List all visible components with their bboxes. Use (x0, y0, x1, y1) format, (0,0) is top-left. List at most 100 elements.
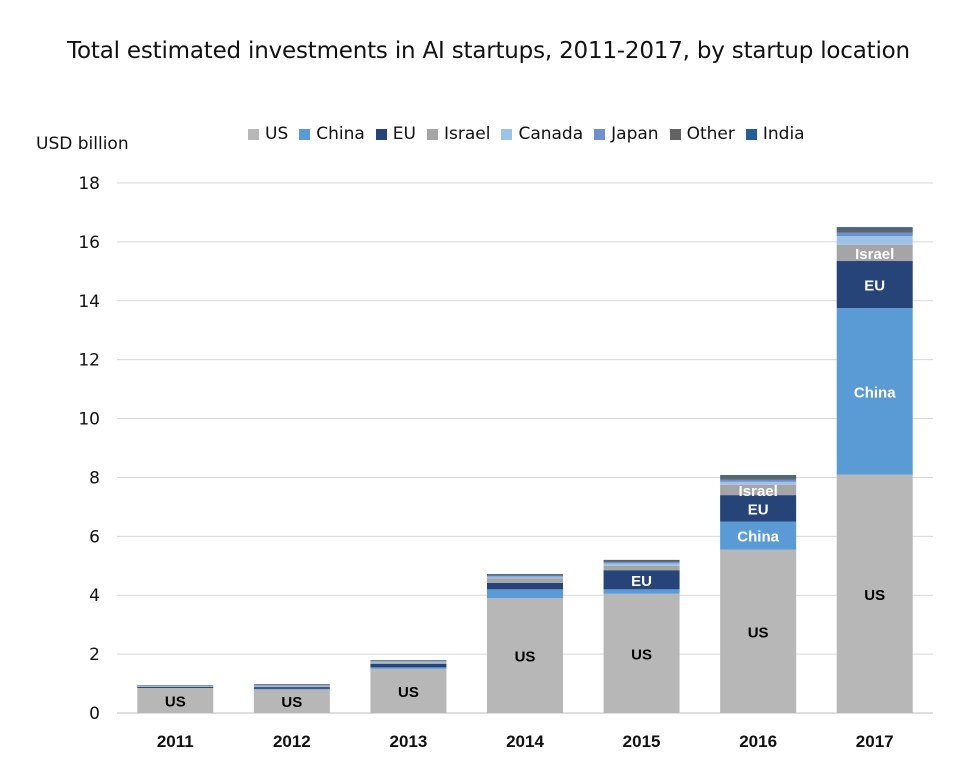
bar-label-us-2015: US (631, 646, 652, 663)
legend-item-china: China (299, 124, 365, 144)
x-tick-label: 2011 (157, 732, 194, 751)
bar-segment-other-2014 (487, 574, 563, 576)
y-axis-label: USD billion (36, 134, 129, 154)
bar-segment-japan-2012 (253, 685, 330, 686)
legend-item-eu: EU (375, 124, 416, 144)
bar-segment-canada-2017 (836, 236, 913, 245)
bar-segment-japan-2014 (487, 575, 563, 577)
bar-segment-china-2013 (370, 667, 447, 669)
bar-label-china-2017: China (854, 384, 896, 401)
bar-segment-us-2016 (720, 549, 797, 713)
bar-segment-india-2017 (836, 227, 913, 229)
bar-segment-other-2017 (836, 228, 913, 233)
legend-item-canada: Canada (501, 124, 583, 144)
bar-segment-israel-2014 (487, 578, 563, 583)
chart-title: Total estimated investments in AI startu… (67, 38, 910, 64)
legend-swatch (375, 128, 387, 140)
legend-item-japan: Japan (594, 124, 659, 144)
y-tick-label: 0 (89, 704, 100, 724)
bar-segment-japan-2017 (836, 232, 913, 236)
y-tick-label: 12 (78, 351, 100, 371)
bar-segment-us-2015 (603, 593, 680, 713)
bar-segment-japan-2015 (603, 561, 680, 564)
chart-legend: US China EU Israel Canada Japan Other India (248, 123, 816, 145)
legend-label: China (316, 124, 365, 144)
bar-segment-japan-2016 (720, 479, 797, 482)
bar-segment-us-2013 (370, 668, 447, 713)
legend-item-other: Other (669, 124, 735, 144)
legend-item-india: India (745, 124, 805, 144)
bar-segment-eu-2015 (603, 570, 680, 590)
bar-segment-canada-2015 (603, 563, 680, 566)
bar-segment-canada-2012 (253, 685, 330, 687)
y-tick-label: 14 (78, 292, 100, 312)
bar-segment-other-2015 (603, 560, 680, 562)
y-tick-label: 8 (89, 468, 100, 488)
legend-label: Japan (611, 124, 659, 144)
y-tick-label: 2 (89, 645, 100, 665)
bar-segment-eu-2013 (370, 663, 447, 668)
y-tick-label: 6 (89, 527, 100, 547)
bar-label-us-2012: US (281, 694, 302, 711)
bar-segment-eu-2014 (487, 582, 563, 590)
bar-segment-israel-2011 (137, 686, 214, 687)
legend-label: Other (686, 124, 735, 144)
bar-segment-china-2012 (253, 688, 330, 690)
bar-segment-eu-2011 (137, 686, 214, 688)
legend-item-israel: Israel (426, 124, 491, 144)
x-tick-label: 2017 (856, 732, 894, 751)
bar-segment-india-2016 (720, 475, 797, 477)
bar-label-us-2017: US (864, 587, 885, 604)
x-tick-label: 2014 (506, 732, 544, 751)
bar-segment-china-2015 (603, 589, 680, 594)
bar-segment-us-2017 (836, 474, 913, 713)
legend-swatch (426, 128, 438, 140)
bar-label-us-2016: US (748, 624, 769, 641)
bar-label-eu-2017: EU (864, 278, 885, 295)
x-tick-label: 2012 (273, 732, 311, 751)
x-tick-label: 2016 (739, 732, 777, 751)
bar-segment-eu-2016 (720, 495, 797, 522)
legend-label: Canada (518, 124, 584, 144)
bar-label-israel-2016: Israel (739, 483, 778, 500)
bar-segment-china-2017 (836, 308, 913, 475)
bar-segment-india-2015 (603, 559, 680, 561)
bar-segment-eu-2017 (836, 261, 913, 309)
legend-label: Israel (443, 124, 491, 144)
bar-label-israel-2017: Israel (855, 246, 894, 263)
y-tick-label: 16 (78, 233, 100, 253)
bar-label-us-2011: US (165, 693, 186, 710)
legend-label: India (762, 124, 805, 144)
bar-segment-israel-2017 (836, 244, 913, 262)
bar-segment-other-2013 (370, 660, 447, 661)
bar-label-us-2014: US (515, 649, 536, 666)
bar-segment-eu-2012 (253, 687, 330, 689)
legend-swatch (501, 128, 513, 140)
bar-segment-china-2016 (720, 521, 797, 550)
bar-segment-israel-2016 (720, 484, 797, 496)
bar-segment-japan-2013 (370, 660, 447, 662)
legend-swatch (745, 128, 757, 140)
y-tick-label: 4 (89, 586, 100, 606)
bar-segment-india-2014 (487, 574, 563, 575)
bar-label-us-2013: US (398, 684, 419, 701)
legend-swatch (248, 128, 259, 140)
bar-segment-other-2016 (720, 476, 797, 480)
bar-segment-israel-2013 (370, 662, 447, 664)
bar-segment-canada-2016 (720, 481, 797, 485)
x-tick-label: 2015 (623, 732, 661, 751)
bar-segment-canada-2013 (370, 661, 447, 663)
bar-label-china-2016: China (737, 529, 779, 546)
legend-item-us: US (248, 124, 288, 144)
y-tick-label: 18 (78, 174, 100, 194)
legend-swatch (594, 128, 606, 140)
bar-segment-canada-2014 (487, 576, 563, 579)
bar-segment-us-2011 (137, 687, 214, 713)
legend-swatch (669, 128, 681, 140)
bar-label-eu-2015: EU (631, 573, 652, 590)
legend-label: US (265, 124, 289, 144)
bar-segment-israel-2015 (603, 565, 680, 571)
legend-label: EU (392, 124, 416, 144)
y-tick-label: 10 (78, 410, 100, 430)
